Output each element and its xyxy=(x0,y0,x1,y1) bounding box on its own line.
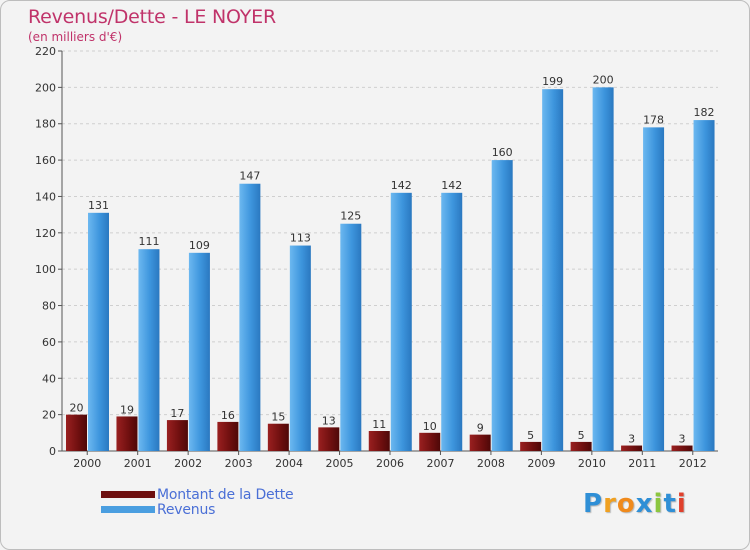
y-tick-label: 220 xyxy=(35,45,56,58)
x-tick-label: 2006 xyxy=(376,457,404,470)
x-tick-label: 2001 xyxy=(124,457,152,470)
data-label-revenus-2009: 199 xyxy=(542,75,563,88)
bar-revenus-2008 xyxy=(491,160,513,451)
chart-subtitle: (en milliers d'€) xyxy=(28,30,123,44)
bar-revenus-2003 xyxy=(239,183,261,451)
bar-revenus-2006 xyxy=(390,192,412,451)
x-tick-label: 2010 xyxy=(578,457,606,470)
bar-dette-2000 xyxy=(66,414,87,451)
bar-dette-2003 xyxy=(217,421,239,451)
data-label-dette-2002: 17 xyxy=(170,407,184,420)
data-label-revenus-2001: 111 xyxy=(138,235,159,248)
logo-letter: P xyxy=(583,489,604,519)
x-tick-label: 2008 xyxy=(477,457,505,470)
bar-dette-2001 xyxy=(116,416,138,451)
legend: Montant de la Dette Revenus xyxy=(101,486,294,518)
x-tick-label: 2009 xyxy=(527,457,555,470)
y-tick-label: 0 xyxy=(49,445,56,458)
y-tick-label: 180 xyxy=(35,118,56,131)
legend-swatch-dette xyxy=(101,491,155,498)
bar-revenus-2002 xyxy=(188,252,210,451)
data-label-dette-2007: 10 xyxy=(423,420,437,433)
data-label-revenus-2010: 200 xyxy=(593,73,614,86)
bar-revenus-2004 xyxy=(289,245,311,451)
logo-letter: i xyxy=(676,489,687,519)
bar-revenus-2005 xyxy=(340,223,362,451)
bar-dette-2006 xyxy=(368,431,390,451)
bar-dette-2009 xyxy=(520,441,542,451)
bar-dette-2007 xyxy=(419,432,441,451)
data-label-dette-2012: 3 xyxy=(679,433,686,446)
bar-dette-2010 xyxy=(570,441,592,451)
bar-dette-2008 xyxy=(469,434,491,451)
data-label-dette-2006: 11 xyxy=(372,418,386,431)
data-label-dette-2008: 9 xyxy=(477,422,484,435)
data-label-revenus-2004: 113 xyxy=(290,232,311,245)
x-tick-label: 2005 xyxy=(326,457,354,470)
logo-letter: i xyxy=(653,489,664,519)
bar-revenus-2010 xyxy=(592,87,614,451)
data-label-revenus-2007: 142 xyxy=(441,179,462,192)
y-tick-label: 40 xyxy=(42,372,56,385)
x-tick-label: 2002 xyxy=(174,457,202,470)
bar-revenus-2001 xyxy=(138,249,160,451)
bar-dette-2005 xyxy=(318,427,340,451)
y-tick-label: 120 xyxy=(35,227,56,240)
data-label-dette-2004: 15 xyxy=(271,411,285,424)
y-tick-label: 80 xyxy=(42,300,56,313)
logo-letter: x xyxy=(635,489,654,519)
legend-label-revenus: Revenus xyxy=(157,501,216,518)
legend-label-dette: Montant de la Dette xyxy=(157,486,294,503)
legend-item-dette: Montant de la Dette xyxy=(101,486,294,503)
data-label-revenus-2011: 178 xyxy=(643,113,664,126)
data-label-dette-2001: 19 xyxy=(120,403,134,416)
data-label-dette-2003: 16 xyxy=(221,409,235,422)
logo-letter: o xyxy=(616,489,636,519)
bar-dette-2004 xyxy=(267,423,289,451)
chart-title: Revenus/Dette - LE NOYER xyxy=(28,6,276,28)
bar-dette-2011 xyxy=(621,445,643,451)
y-tick-label: 100 xyxy=(35,263,56,276)
data-label-revenus-2005: 125 xyxy=(340,210,361,223)
data-label-dette-2000: 20 xyxy=(70,402,84,415)
x-tick-label: 2012 xyxy=(679,457,707,470)
bar-dette-2012 xyxy=(671,445,693,451)
data-label-dette-2009: 5 xyxy=(527,429,534,442)
data-label-revenus-2006: 142 xyxy=(391,179,412,192)
logo-letter: r xyxy=(603,489,617,519)
data-label-revenus-2003: 147 xyxy=(239,170,260,183)
x-tick-label: 2011 xyxy=(628,457,656,470)
bar-revenus-2012 xyxy=(693,120,715,451)
bar-revenus-2011 xyxy=(643,127,665,451)
y-tick-label: 200 xyxy=(35,81,56,94)
legend-swatch-revenus xyxy=(101,506,155,513)
logo-letter: t xyxy=(663,489,677,519)
bar-revenus-2009 xyxy=(542,89,564,451)
y-tick-label: 20 xyxy=(42,409,56,422)
proxiti-logo: Proxiti xyxy=(583,489,687,519)
y-tick-label: 140 xyxy=(35,190,56,203)
bar-dette-2002 xyxy=(166,420,188,451)
x-tick-label: 2003 xyxy=(225,457,253,470)
y-tick-label: 160 xyxy=(35,154,56,167)
data-label-revenus-2008: 160 xyxy=(492,146,513,159)
data-label-revenus-2000: 131 xyxy=(88,199,109,212)
x-tick-label: 2007 xyxy=(426,457,454,470)
x-tick-label: 2000 xyxy=(73,457,101,470)
x-tick-label: 2004 xyxy=(275,457,303,470)
bar-revenus-2000 xyxy=(88,212,109,451)
data-label-dette-2010: 5 xyxy=(578,429,585,442)
data-label-dette-2011: 3 xyxy=(628,433,635,446)
data-label-dette-2005: 13 xyxy=(322,414,336,427)
data-label-revenus-2002: 109 xyxy=(189,239,210,252)
bar-revenus-2007 xyxy=(441,192,463,451)
y-tick-label: 60 xyxy=(42,336,56,349)
plot-area xyxy=(62,51,718,451)
data-label-revenus-2012: 182 xyxy=(694,106,715,119)
legend-item-revenus: Revenus xyxy=(101,501,293,518)
